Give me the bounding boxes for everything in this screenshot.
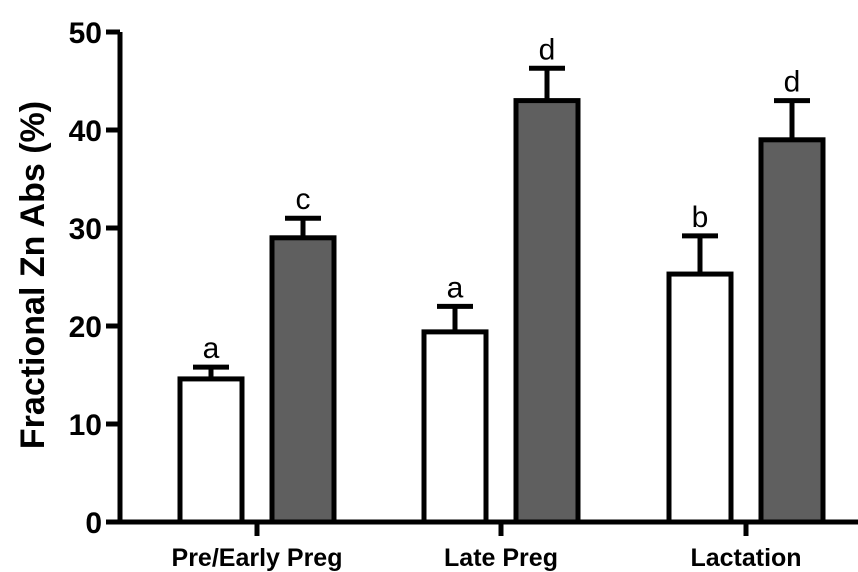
bars [177, 65, 826, 525]
bar [177, 376, 245, 525]
significance-label: a [447, 271, 464, 304]
significance-label: b [692, 201, 709, 234]
significance-label: a [203, 332, 220, 365]
y-tick-label: 10 [69, 409, 102, 442]
y-tick-label: 40 [69, 115, 102, 148]
bar [666, 271, 734, 525]
x-category-label: Pre/Early Preg [172, 544, 343, 572]
x-category-label: Lactation [690, 544, 801, 572]
bar [269, 235, 337, 525]
x-category-label: Late Preg [444, 544, 558, 572]
bar [513, 98, 581, 525]
significance-label: c [296, 183, 311, 216]
bar [758, 137, 826, 525]
labels: 0 10 20 30 40 50 Pre/Early Preg a c Late Preg a d La… [69, 17, 802, 572]
bar [421, 329, 489, 525]
y-tick-label: 50 [69, 17, 102, 50]
y-tick-label: 0 [85, 507, 102, 540]
significance-label: d [784, 66, 801, 99]
y-axis-title: Fractional Zn Abs (%) [14, 101, 52, 449]
y-tick-label: 30 [69, 213, 102, 246]
y-tick-label: 20 [69, 311, 102, 344]
significance-label: d [539, 33, 556, 66]
